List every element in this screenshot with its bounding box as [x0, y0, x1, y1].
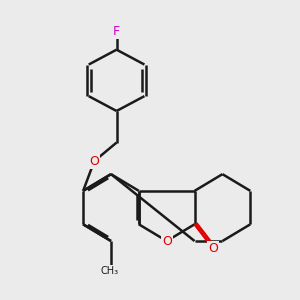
Text: O: O: [89, 154, 99, 168]
Text: CH₃: CH₃: [100, 266, 118, 276]
Text: F: F: [113, 25, 120, 38]
Text: O: O: [162, 235, 172, 248]
Text: O: O: [208, 242, 218, 255]
